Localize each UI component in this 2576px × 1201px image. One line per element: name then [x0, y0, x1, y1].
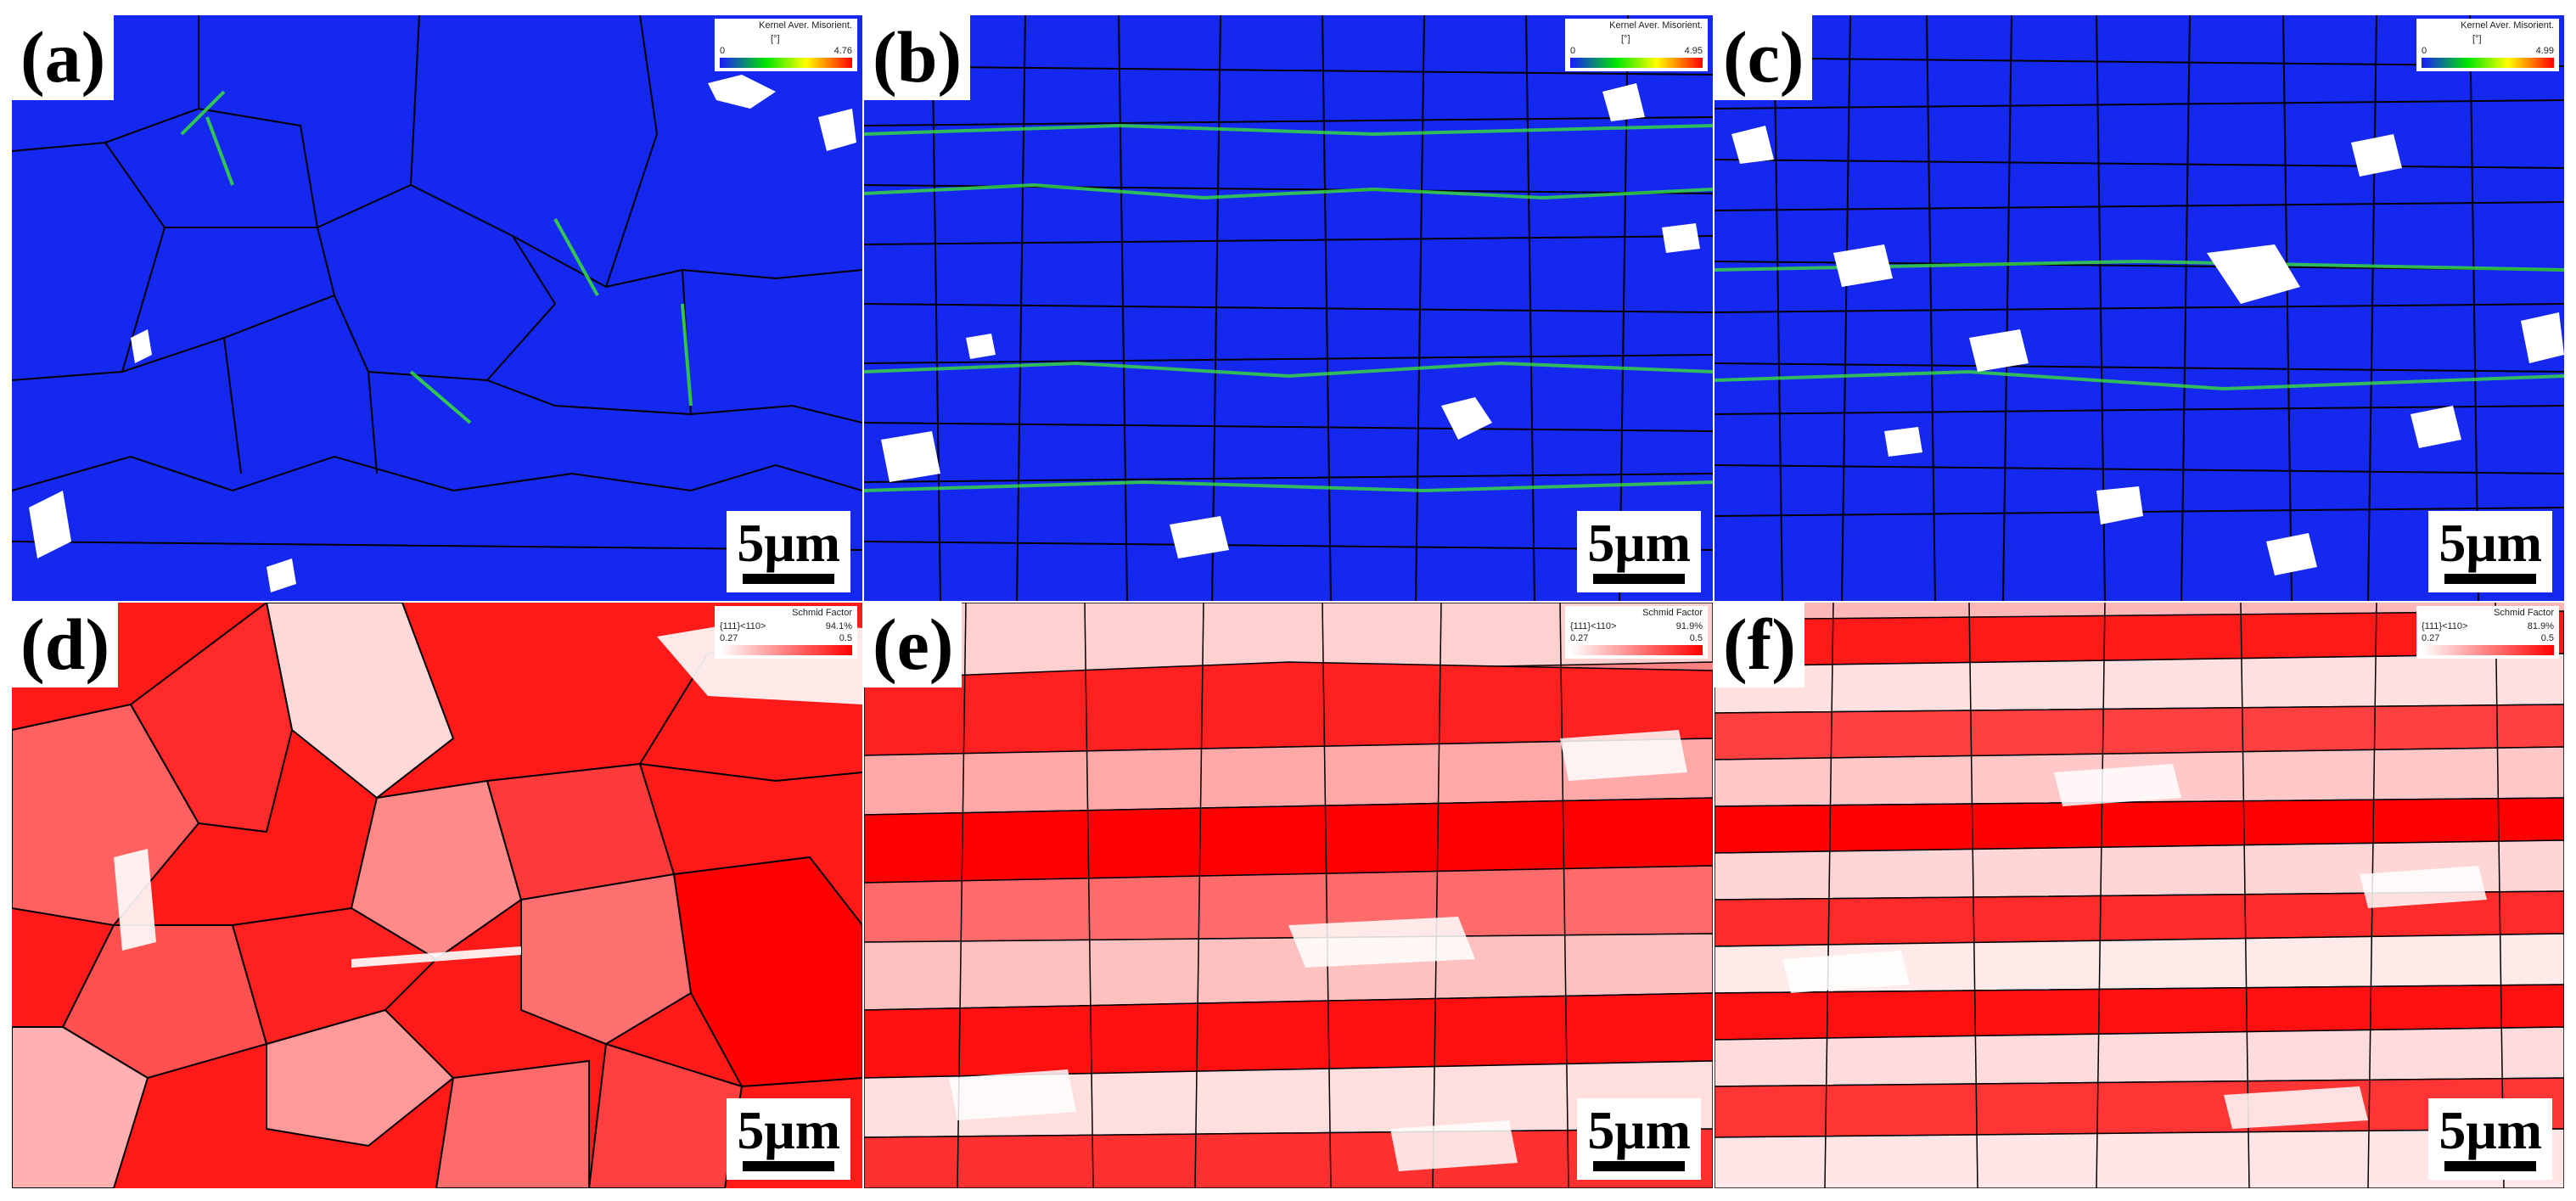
- legend-max-c: 4.99: [2535, 46, 2554, 56]
- scale-bar-c: 5μm: [2428, 511, 2552, 592]
- scale-line-f: [2444, 1161, 2537, 1171]
- legend-unit-c: [°]: [2472, 34, 2482, 44]
- legend-title-b: Kernel Aver. Misorient.: [1609, 20, 1703, 31]
- scale-text-a: 5μm: [737, 513, 840, 573]
- scale-bar-b: 5μm: [1577, 511, 1701, 592]
- scale-text-c: 5μm: [2439, 513, 2542, 573]
- legend-system-e: {111}<110>: [1570, 621, 1617, 631]
- legend-title-f: Schmid Factor: [2494, 608, 2554, 618]
- kam-legend-a: Kernel Aver. Misorient. 0 [°] 4.76: [715, 19, 857, 71]
- legend-min-c: 0: [2422, 46, 2427, 56]
- panel-label-f: (f): [1715, 603, 1804, 687]
- panel-label-b: (b): [864, 15, 971, 100]
- legend-max-e: 0.5: [1689, 633, 1703, 643]
- legend-colorbar-f: [2422, 645, 2554, 655]
- legend-min-f: 0.27: [2422, 633, 2440, 643]
- kam-map-a: [12, 15, 862, 601]
- panel-label-a: (a): [12, 15, 115, 100]
- legend-unit-a: [°]: [771, 34, 780, 44]
- panel-f: (f) Schmid Factor {111}<110> 81.9% 0.27 …: [1715, 603, 2564, 1188]
- panel-label-d: (d): [12, 603, 119, 687]
- legend-colorbar-c: [2422, 58, 2554, 68]
- legend-pct-f: 81.9%: [2527, 621, 2554, 631]
- legend-unit-b: [°]: [1621, 34, 1630, 44]
- scale-text-e: 5μm: [1587, 1100, 1691, 1160]
- scale-line-b: [1593, 574, 1686, 584]
- legend-pct-d: 94.1%: [825, 621, 852, 631]
- legend-min-d: 0.27: [720, 633, 738, 643]
- schmid-map-e: [864, 603, 1713, 1188]
- sf-legend-e: Schmid Factor {111}<110> 91.9% 0.27 0.5: [1565, 606, 1708, 659]
- scale-line-c: [2444, 574, 2537, 584]
- legend-min-e: 0.27: [1570, 633, 1589, 643]
- panel-label-c: (c): [1715, 15, 1813, 100]
- scale-bar-e: 5μm: [1577, 1098, 1701, 1180]
- legend-max-d: 0.5: [839, 633, 852, 643]
- scale-bar-d: 5μm: [727, 1098, 850, 1180]
- panel-d: (d) Schmid Factor {111}<110> 94.1% 0.27 …: [12, 603, 862, 1188]
- legend-max-b: 4.95: [1684, 46, 1703, 56]
- legend-min-b: 0: [1570, 46, 1576, 56]
- panel-e: (e) Schmid Factor {111}<110> 91.9% 0.27 …: [864, 603, 1713, 1188]
- scale-line-a: [743, 574, 835, 584]
- scale-bar-f: 5μm: [2428, 1098, 2552, 1180]
- scale-line-e: [1593, 1161, 1686, 1171]
- scale-line-d: [743, 1161, 835, 1171]
- legend-title-c: Kernel Aver. Misorient.: [2461, 20, 2554, 31]
- legend-system-d: {111}<110>: [720, 621, 766, 631]
- legend-title-d: Schmid Factor: [792, 608, 852, 618]
- panel-a: (a) Kernel Aver. Misorient. 0 [°] 4.76 5…: [12, 15, 862, 601]
- panel-label-e: (e): [864, 603, 962, 687]
- kam-map-b: [864, 15, 1713, 601]
- scale-text-b: 5μm: [1587, 513, 1691, 573]
- sf-legend-d: Schmid Factor {111}<110> 94.1% 0.27 0.5: [715, 606, 857, 659]
- legend-colorbar-b: [1570, 58, 1703, 68]
- legend-title-e: Schmid Factor: [1642, 608, 1703, 618]
- legend-pct-e: 91.9%: [1675, 621, 1703, 631]
- legend-max-f: 0.5: [2540, 633, 2554, 643]
- schmid-map-d: [12, 603, 862, 1188]
- kam-legend-b: Kernel Aver. Misorient. 0 [°] 4.95: [1565, 19, 1708, 71]
- legend-colorbar-d: [720, 645, 852, 655]
- kam-map-c: [1715, 15, 2564, 601]
- scale-bar-a: 5μm: [727, 511, 850, 592]
- panel-b: (b) Kernel Aver. Misorient. 0 [°] 4.95 5…: [864, 15, 1713, 601]
- sf-legend-f: Schmid Factor {111}<110> 81.9% 0.27 0.5: [2416, 606, 2559, 659]
- legend-colorbar-a: [720, 58, 852, 68]
- legend-system-f: {111}<110>: [2422, 621, 2468, 631]
- scale-text-f: 5μm: [2439, 1100, 2542, 1160]
- panel-c: (c) Kernel Aver. Misorient. 0 [°] 4.99 5…: [1715, 15, 2564, 601]
- schmid-map-f: [1715, 603, 2564, 1188]
- legend-title-a: Kernel Aver. Misorient.: [759, 20, 852, 31]
- scale-text-d: 5μm: [737, 1100, 840, 1160]
- legend-max-a: 4.76: [833, 46, 852, 56]
- legend-colorbar-e: [1570, 645, 1703, 655]
- legend-min-a: 0: [720, 46, 726, 56]
- kam-legend-c: Kernel Aver. Misorient. 0 [°] 4.99: [2416, 19, 2559, 71]
